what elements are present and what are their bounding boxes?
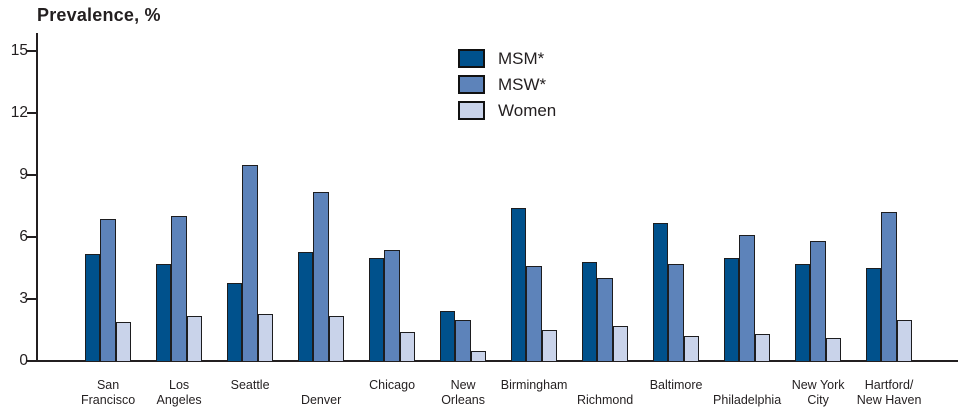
legend-swatch-women bbox=[458, 101, 485, 120]
x-label-philadelphia: Philadelphia bbox=[713, 393, 782, 407]
y-tick-mark-9 bbox=[27, 174, 37, 177]
bar-women-new-york-city bbox=[825, 338, 842, 361]
bar-women-hartford-new-haven bbox=[896, 319, 913, 361]
bar-women-los-angeles bbox=[186, 315, 203, 361]
y-tick-label-12: 12 bbox=[10, 104, 28, 122]
legend-item-msm: MSM* bbox=[458, 48, 556, 69]
y-tick-label-15: 15 bbox=[10, 42, 28, 60]
y-axis-title: Prevalence, % bbox=[37, 5, 161, 25]
bar-women-birmingham bbox=[541, 330, 558, 361]
bar-msm-new-orleans bbox=[440, 311, 456, 361]
x-label-san-francisco: San Francisco bbox=[81, 378, 136, 407]
bar-msm-san-francisco bbox=[85, 253, 101, 361]
y-tick-mark-0 bbox=[27, 360, 37, 362]
legend-label-msm: MSM* bbox=[498, 48, 545, 68]
legend-item-women: Women bbox=[458, 100, 556, 121]
y-tick-label-3: 3 bbox=[19, 290, 28, 308]
bar-msm-baltimore bbox=[653, 222, 669, 361]
x-label-birmingham: Birmingham bbox=[500, 378, 568, 392]
bar-women-new-orleans bbox=[470, 350, 487, 361]
y-tick-label-9: 9 bbox=[19, 166, 28, 184]
x-axis bbox=[36, 360, 958, 362]
bar-msw-new-york-city bbox=[810, 241, 826, 361]
bar-women-richmond bbox=[612, 325, 629, 361]
bar-msw-san-francisco bbox=[100, 218, 116, 361]
bar-msm-new-york-city bbox=[795, 263, 811, 361]
y-tick-mark-15 bbox=[27, 50, 37, 53]
legend-swatch-msw bbox=[458, 75, 485, 94]
legend-swatch-msm bbox=[458, 49, 485, 68]
bar-msm-birmingham bbox=[511, 208, 527, 361]
bar-women-baltimore bbox=[683, 336, 700, 361]
y-tick-label-0: 0 bbox=[19, 352, 28, 369]
bar-msw-philadelphia bbox=[739, 235, 755, 361]
bar-msw-denver bbox=[313, 191, 329, 361]
x-label-chicago: Chicago bbox=[369, 378, 416, 392]
y-tick-mark-12 bbox=[27, 112, 37, 115]
legend-label-msw: MSW* bbox=[498, 74, 547, 94]
bar-msm-richmond bbox=[582, 261, 598, 361]
y-tick-label-6: 6 bbox=[19, 228, 28, 246]
legend-label-women: Women bbox=[498, 100, 557, 120]
x-label-new-york-city: New York City bbox=[791, 378, 845, 407]
legend-item-msw: MSW* bbox=[458, 74, 556, 95]
y-axis bbox=[36, 33, 38, 362]
bar-msm-los-angeles bbox=[156, 263, 172, 361]
bar-women-denver bbox=[328, 315, 345, 361]
x-label-baltimore: Baltimore bbox=[649, 378, 703, 392]
x-label-seattle: Seattle bbox=[230, 378, 270, 392]
bar-msm-philadelphia bbox=[724, 257, 740, 361]
bar-women-seattle bbox=[257, 313, 274, 361]
x-label-hartford-new-haven: Hartford/New Haven bbox=[856, 378, 922, 407]
bar-msw-chicago bbox=[384, 249, 400, 361]
x-label-richmond: Richmond bbox=[576, 393, 634, 407]
bar-msm-seattle bbox=[227, 282, 243, 361]
bar-msm-denver bbox=[298, 251, 314, 361]
bar-women-philadelphia bbox=[754, 334, 771, 361]
x-label-new-orleans: New Orleans bbox=[441, 378, 485, 407]
x-label-los-angeles: Los Angeles bbox=[156, 378, 202, 407]
x-label-denver: Denver bbox=[300, 393, 342, 407]
legend: MSM* MSW* Women bbox=[458, 48, 556, 126]
bar-msw-baltimore bbox=[668, 263, 684, 361]
y-tick-mark-3 bbox=[27, 298, 37, 301]
bar-msw-new-orleans bbox=[455, 319, 471, 361]
y-tick-mark-6 bbox=[27, 236, 37, 239]
bar-women-san-francisco bbox=[115, 321, 132, 361]
bar-women-chicago bbox=[399, 332, 416, 361]
bar-msw-los-angeles bbox=[171, 216, 187, 361]
bar-msm-hartford-new-haven bbox=[866, 268, 882, 361]
bar-msw-hartford-new-haven bbox=[881, 212, 897, 361]
bar-msw-seattle bbox=[242, 164, 258, 361]
bar-msw-richmond bbox=[597, 278, 613, 361]
bar-msm-chicago bbox=[369, 257, 385, 361]
bar-msw-birmingham bbox=[526, 266, 542, 361]
